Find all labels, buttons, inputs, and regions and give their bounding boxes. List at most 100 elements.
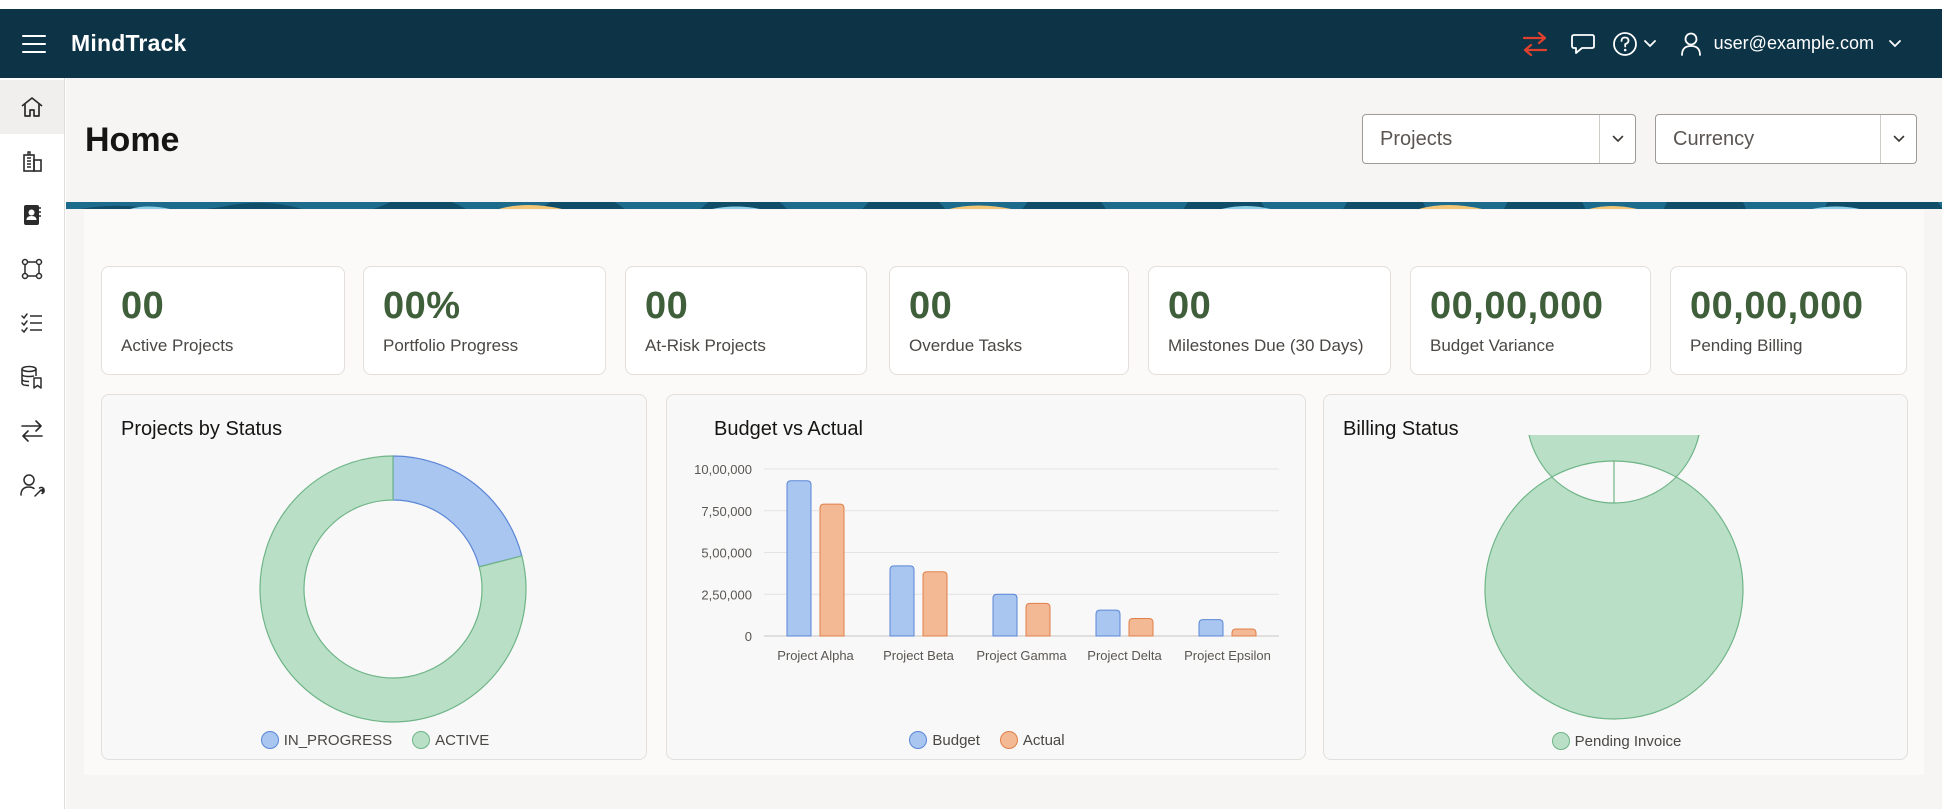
y-tick-label: 0 [745,629,752,644]
kpi-label: Overdue Tasks [909,336,1023,355]
bar-actual-project-gamma[interactable] [1025,602,1051,637]
donut-slice-pending-invoice[interactable] [1484,435,1744,720]
hamburger-menu-icon[interactable] [22,35,46,53]
kpi-value: 00 [645,285,689,327]
legend-label: Actual [1022,731,1065,749]
kpi-label: Pending Billing [1690,336,1803,355]
kpi-active-projects[interactable]: 00 Active Projects [101,266,345,375]
user-icon[interactable] [1678,27,1704,61]
chart-title: Projects by Status [121,418,283,440]
kpi-value: 00,00,000 [1690,285,1864,327]
legend-item-pending-invoice[interactable]: Pending Invoice [1551,732,1682,750]
kpi-budget-variance[interactable]: 00,00,000 Budget Variance [1410,266,1651,375]
donut-slice-active[interactable] [259,455,527,723]
legend-item-in-progress[interactable]: IN_PROGRESS [260,731,393,749]
legend-label: IN_PROGRESS [283,731,393,749]
sidebar-item-organizations[interactable] [0,134,64,188]
kpi-value: 00 [121,285,165,327]
kpi-label: Portfolio Progress [383,336,519,355]
sync-arrows-icon[interactable] [1518,27,1552,61]
legend-swatch [1551,732,1570,750]
y-tick-label: 2,50,000 [701,587,752,602]
legend-label: ACTIVE [435,731,490,749]
kpi-at-risk-projects[interactable]: 00 At-Risk Projects [625,266,867,375]
legend-label: Budget [932,731,980,749]
legend-swatch [909,731,928,749]
y-tick-label: 5,00,000 [701,546,752,561]
sidebar-item-data[interactable] [0,350,64,404]
x-tick-label: Project Beta [883,648,955,663]
bar-budget-project-delta[interactable] [1095,609,1121,637]
bar-actual-project-alpha[interactable] [819,503,845,637]
main-content: Home Projects Currency 00 Active Project… [66,78,1942,809]
chart-legend: Pending Invoice [1324,732,1909,750]
bar-actual-project-beta[interactable] [922,571,948,637]
kpi-portfolio-progress[interactable]: 00% Portfolio Progress [363,266,606,375]
decorative-banner [66,199,1942,209]
legend-item-actual[interactable]: Actual [999,731,1065,749]
projects-select[interactable]: Projects [1362,114,1636,164]
bar-budget-project-alpha[interactable] [786,480,812,637]
sidebar-item-workflows[interactable] [0,242,64,296]
chevron-down-icon[interactable] [1599,115,1635,163]
chevron-down-icon[interactable] [1884,27,1906,61]
sidebar-item-home[interactable] [0,80,64,134]
user-email[interactable]: user@example.com [1713,33,1874,53]
kpi-value: 00 [909,285,953,327]
legend-label: Pending Invoice [1574,732,1682,750]
budget-vs-actual-bar-chart: 0 2,50,000 5,00,000 7,50,000 10,00,000 Projec… [694,462,1279,663]
top-header-bar: MindTrack user@example.com [0,9,1942,78]
projects-by-status-donut [259,455,527,723]
user-settings-icon [20,474,45,497]
address-book-icon [24,205,41,225]
legend-item-active[interactable]: ACTIVE [412,731,489,749]
help-icon[interactable] [1610,27,1640,61]
currency-select-placeholder: Currency [1673,127,1755,150]
currency-select[interactable]: Currency [1655,114,1917,164]
donut-slice-in-progress[interactable] [392,455,523,568]
projects-select-placeholder: Projects [1380,127,1453,150]
bar-actual-project-delta[interactable] [1128,617,1154,637]
chevron-down-icon[interactable] [1880,115,1916,163]
transfer-arrows-icon [21,420,43,442]
kpi-value: 00,00,000 [1430,285,1604,327]
chevron-down-icon[interactable] [1640,27,1660,61]
header-actions: user@example.com [1518,9,1942,78]
kpi-milestones-due[interactable]: 00 Milestones Due (30 Days) [1148,266,1391,375]
kpi-value: 00 [1168,285,1212,327]
app-title: MindTrack [71,30,187,56]
billing-status-card: Billing Status Pending Invoice [1323,394,1908,760]
legend-item-budget[interactable]: Budget [909,731,980,749]
page-title: Home [85,121,180,159]
sidebar-item-admin[interactable] [0,458,64,512]
y-tick-label: 10,00,000 [694,462,752,477]
x-tick-label: Project Epsilon [1184,648,1271,663]
chart-legend: IN_PROGRESS ACTIVE [102,731,648,749]
bar-budget-project-beta[interactable] [889,565,915,637]
legend-swatch [412,731,431,749]
sidebar-item-transfers[interactable] [0,404,64,458]
projects-by-status-card: Projects by Status IN_PROGRESS ACTIVE [101,394,647,760]
budget-vs-actual-card: Budget vs Actual 0 2,50,000 5,00,000 7,50,0… [666,394,1306,760]
bar-budget-project-epsilon[interactable] [1198,619,1224,637]
database-bookmark-icon [21,365,42,389]
bar-budget-project-gamma[interactable] [992,593,1018,637]
billing-status-donut [1484,435,1744,720]
x-tick-label: Project Alpha [777,648,854,663]
kpi-value: 00% [383,285,461,327]
bar-actual-project-epsilon[interactable] [1231,628,1257,637]
kpi-label: At-Risk Projects [645,336,766,355]
kpi-overdue-tasks[interactable]: 00 Overdue Tasks [889,266,1129,375]
legend-swatch [260,731,279,749]
home-icon [21,97,43,117]
chart-title: Budget vs Actual [714,418,863,440]
x-tick-label: Project Gamma [976,648,1067,663]
workflow-nodes-icon [21,258,43,280]
chat-icon[interactable] [1566,27,1600,61]
kpi-pending-billing[interactable]: 00,00,000 Pending Billing [1670,266,1907,375]
sidebar-item-tasks[interactable] [0,296,64,350]
kpi-label: Active Projects [121,336,234,355]
y-tick-label: 7,50,000 [701,504,752,519]
kpi-label: Milestones Due (30 Days) [1168,336,1364,355]
sidebar-item-contacts[interactable] [0,188,64,242]
